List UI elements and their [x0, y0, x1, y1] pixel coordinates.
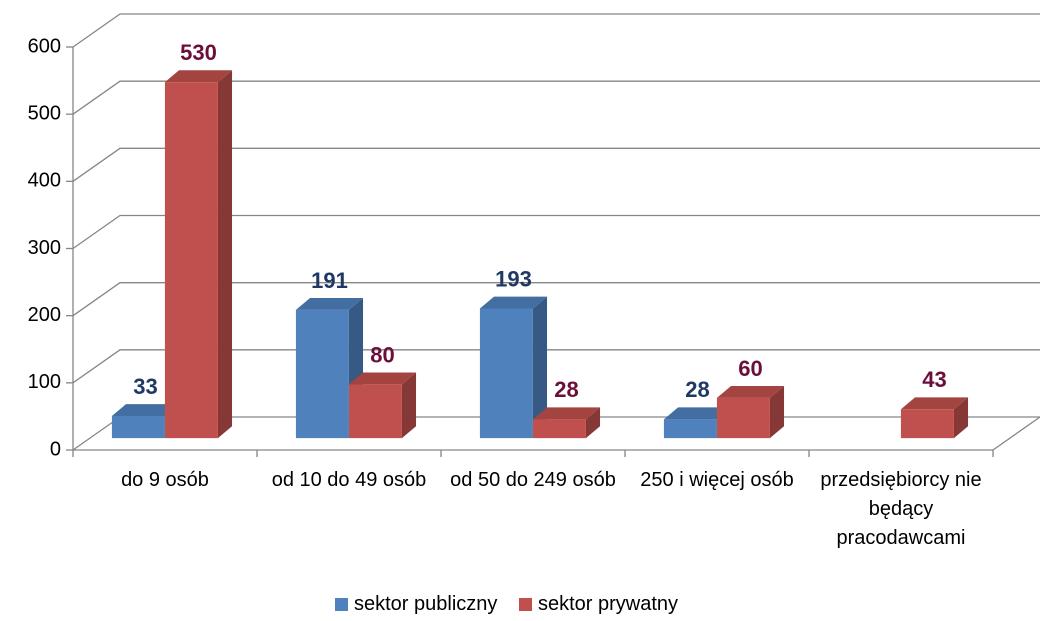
bar-top: [111, 404, 180, 416]
data-label: 80: [370, 342, 394, 367]
bar: [295, 309, 349, 439]
bar-side: [401, 372, 417, 439]
bar-top: [164, 70, 233, 83]
grid-line: [72, 80, 1040, 115]
data-label: 43: [922, 367, 946, 392]
x-tick-label: 250 i więcej osób: [640, 469, 794, 491]
bar-top: [663, 407, 732, 420]
grid-line: [72, 282, 1040, 317]
bar-top: [716, 385, 785, 398]
bar-side: [585, 407, 601, 439]
bar-top: [532, 407, 601, 420]
bar-top: [295, 297, 364, 310]
legend-swatch: [335, 598, 348, 611]
data-label: 28: [554, 377, 578, 402]
bar-top: [900, 397, 969, 410]
grid-line: [72, 349, 1040, 384]
data-label: 530: [180, 40, 217, 65]
bar: [164, 82, 218, 439]
bar-side: [217, 70, 233, 439]
grid-line: [72, 147, 1040, 182]
bar-top: [348, 372, 417, 385]
bar: [532, 419, 586, 439]
bar: [716, 397, 770, 439]
bar: [479, 308, 533, 439]
floor-edge: [992, 416, 1040, 451]
grid-line: [72, 214, 1040, 250]
x-tick-label: od 10 do 49 osób: [271, 469, 427, 491]
x-tick-label: do 9 osób: [121, 469, 209, 491]
legend-label: sektor prywatny: [538, 593, 679, 615]
y-tick-label: 200: [28, 304, 61, 326]
data-label: 193: [495, 266, 532, 291]
bar-side: [532, 296, 548, 439]
bar-side: [769, 385, 785, 439]
bar-top: [479, 296, 548, 309]
y-tick-label: 400: [28, 170, 61, 192]
x-tick-label: od 50 do 249 osób: [450, 469, 616, 491]
y-tick-label: 500: [28, 102, 61, 124]
y-tick-label: 0: [50, 438, 61, 460]
bar: [900, 409, 954, 439]
legend-swatch: [519, 598, 532, 611]
grid-line: [72, 13, 1040, 48]
y-tick-label: 300: [28, 237, 61, 259]
data-label: 60: [738, 356, 762, 381]
y-tick-label: 600: [28, 35, 61, 57]
legend-item: sektor publiczny: [335, 593, 497, 616]
data-label: 28: [685, 377, 709, 402]
bar-side: [953, 397, 969, 439]
data-label: 33: [133, 374, 157, 399]
bar: [348, 384, 402, 439]
bar: [111, 415, 165, 439]
legend-label: sektor publiczny: [354, 593, 498, 615]
x-tick-label: przedsiębiorcy nie będący pracodawcami: [820, 469, 982, 549]
y-tick-label: 100: [28, 371, 61, 393]
data-label: 191: [311, 268, 348, 293]
bar: [663, 419, 717, 439]
legend-item: sektor prywatny: [519, 593, 678, 616]
